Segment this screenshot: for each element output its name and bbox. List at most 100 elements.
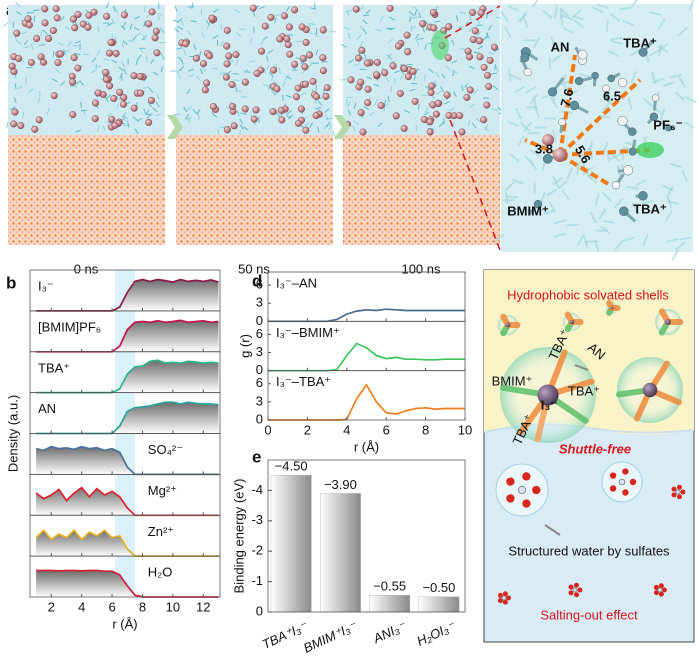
molecule — [476, 31, 481, 37]
series-label: I₃⁻–TBA⁺ — [276, 374, 331, 389]
molecule — [346, 98, 348, 105]
molecule — [96, 49, 101, 56]
molecule — [112, 5, 116, 12]
molecule — [389, 60, 396, 64]
molecule — [235, 85, 238, 92]
triiodide-core — [570, 320, 574, 324]
triiodide — [269, 108, 277, 116]
molecule — [238, 28, 246, 31]
background-molecule — [622, 19, 634, 27]
molecule — [393, 70, 400, 74]
triiodide — [309, 77, 317, 85]
molecule — [200, 9, 203, 16]
background-molecule — [634, 179, 647, 187]
triiodide — [148, 8, 156, 16]
molecule — [286, 5, 291, 12]
y-tick-label: 3 — [256, 295, 263, 310]
triiodide — [261, 22, 269, 30]
triiodide — [297, 105, 305, 113]
triiodide — [90, 8, 98, 16]
triiodide — [209, 102, 217, 110]
molecule — [211, 112, 218, 118]
molecule — [122, 116, 129, 120]
atom — [542, 154, 553, 164]
molecule — [75, 40, 81, 44]
molecule — [451, 39, 455, 46]
molecule — [363, 105, 370, 110]
molecule — [177, 73, 182, 79]
molecule — [14, 83, 17, 90]
triiodide — [373, 71, 381, 79]
background-molecule — [662, 81, 675, 87]
molecule — [122, 40, 128, 46]
molecule — [111, 18, 116, 25]
molecule — [452, 122, 455, 129]
triiodide — [69, 111, 77, 119]
oxygen — [609, 472, 617, 479]
bar — [320, 493, 361, 613]
molecule — [143, 86, 150, 89]
subplot-frame — [29, 555, 221, 598]
x-tick-label: 10 — [458, 422, 472, 437]
x-tick-label: 12 — [196, 599, 210, 614]
background-molecule — [664, 210, 673, 222]
molecule — [274, 13, 281, 17]
background-molecule — [648, 11, 662, 16]
background-molecule — [552, 175, 560, 188]
background-molecule — [629, 48, 641, 57]
axes-frame — [267, 459, 466, 613]
triiodide — [70, 54, 78, 62]
molecule — [285, 75, 292, 80]
background-molecule — [666, 199, 680, 205]
oxygen — [671, 486, 677, 492]
molecule — [415, 33, 420, 40]
molecule — [107, 112, 113, 117]
triiodide — [381, 69, 389, 77]
background-molecule — [606, 150, 611, 163]
molecule — [187, 30, 192, 36]
oxygen — [622, 468, 629, 475]
triiodide — [294, 84, 302, 92]
molecule — [173, 19, 180, 23]
triiodide — [484, 71, 492, 79]
molecule — [121, 42, 124, 49]
zoom-label: AN — [551, 39, 570, 54]
molecule — [155, 113, 162, 117]
molecule — [285, 94, 292, 98]
atom — [574, 76, 584, 86]
molecule — [469, 15, 472, 22]
triiodide — [463, 93, 471, 101]
triiodide — [102, 68, 110, 76]
molecule — [340, 43, 347, 48]
aqueous-phase — [176, 135, 333, 245]
x-tick-label: 8 — [139, 599, 146, 614]
molecule — [385, 76, 390, 82]
series-label: TBA⁺ — [38, 360, 70, 375]
molecule — [186, 88, 191, 95]
molecule — [477, 45, 484, 50]
molecule — [145, 109, 150, 115]
oxygen — [505, 595, 511, 601]
sulfate — [618, 478, 626, 486]
triiodide — [53, 14, 61, 22]
background-molecule — [592, 6, 604, 14]
atom — [628, 127, 637, 136]
molecule — [422, 26, 426, 33]
molecule — [353, 120, 359, 125]
molecule — [143, 108, 146, 115]
x-tick-label: ANI₃⁻ — [370, 618, 409, 647]
molecule — [473, 88, 479, 94]
molecule — [159, 28, 165, 35]
molecule — [262, 36, 268, 41]
triiodide — [223, 26, 231, 34]
triiodide — [103, 12, 111, 20]
area — [36, 360, 219, 393]
panel-label: d — [252, 271, 262, 290]
triiodide — [84, 23, 92, 31]
triiodide — [377, 102, 385, 110]
triiodide — [10, 120, 18, 128]
molecule — [249, 60, 256, 63]
sulfate — [501, 595, 507, 601]
molecule — [324, 108, 330, 114]
